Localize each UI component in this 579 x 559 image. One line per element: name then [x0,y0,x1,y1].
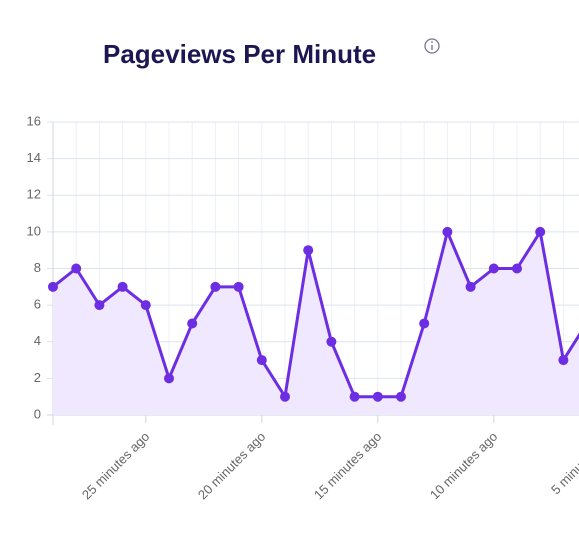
point [419,318,430,329]
point [94,300,105,311]
y-tick-label: 0 [34,406,41,421]
y-tick-label: 12 [27,187,41,202]
point [280,391,290,402]
point [233,281,244,292]
point [71,263,82,274]
point [349,391,360,402]
point [48,281,58,292]
x-tick-label: 20 minutes ago [195,429,268,502]
y-tick-label: 10 [27,223,41,238]
point [140,300,151,311]
point [535,226,546,237]
point [187,318,198,329]
y-tick-label: 8 [34,260,41,275]
point [164,373,174,384]
point [442,226,453,237]
point [303,245,314,256]
info-circle[interactable] [424,38,440,54]
point [210,281,221,292]
point [326,336,337,347]
x-tick-label: 25 minutes ago [79,429,152,502]
point [558,355,569,366]
y-tick-label: 14 [27,150,41,165]
x-tick-label: 10 minutes ago [427,429,500,502]
x-tick-label: 15 minutes ago [311,429,384,502]
point [465,281,476,292]
point [117,281,128,292]
x-tick-label: 5 minutes ago [548,429,579,497]
point [488,263,499,274]
y-tick-label: 4 [34,333,41,348]
info-dot[interactable] [431,41,433,43]
point [372,391,383,402]
point [256,355,267,366]
info-icon[interactable] [424,38,440,54]
y-tick-label: 2 [34,370,41,385]
point [396,391,406,402]
area [53,231,579,415]
point [512,263,522,274]
y-tick-label: 6 [34,297,41,312]
y-tick-label: 16 [27,113,41,128]
chart-title: Pageviews Per Minute [103,39,376,69]
